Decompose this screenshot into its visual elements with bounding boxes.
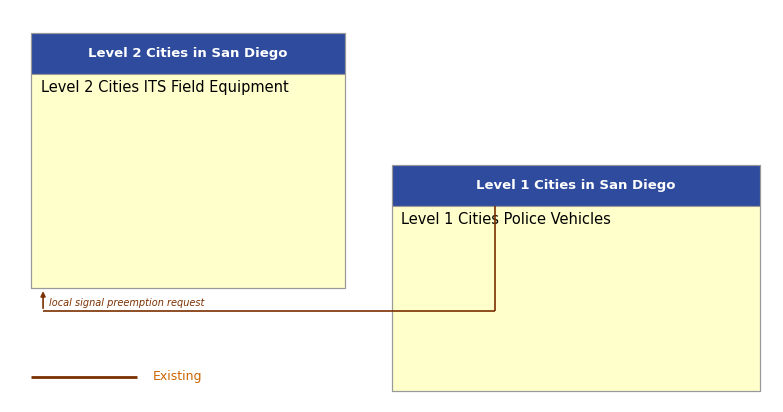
- Bar: [31, 74, 345, 288]
- Text: Level 1 Cities Police Vehicles: Level 1 Cities Police Vehicles: [401, 212, 611, 227]
- Bar: [392, 165, 760, 206]
- Bar: [392, 206, 760, 391]
- Bar: [31, 33, 345, 74]
- Bar: [31, 33, 345, 288]
- Text: Level 1 Cities in San Diego: Level 1 Cities in San Diego: [476, 179, 675, 192]
- Text: local signal preemption request: local signal preemption request: [49, 298, 204, 308]
- Bar: [392, 165, 760, 391]
- Text: Level 2 Cities ITS Field Equipment: Level 2 Cities ITS Field Equipment: [41, 80, 288, 95]
- Text: Level 2 Cities in San Diego: Level 2 Cities in San Diego: [88, 47, 287, 60]
- Text: Existing: Existing: [153, 370, 202, 384]
